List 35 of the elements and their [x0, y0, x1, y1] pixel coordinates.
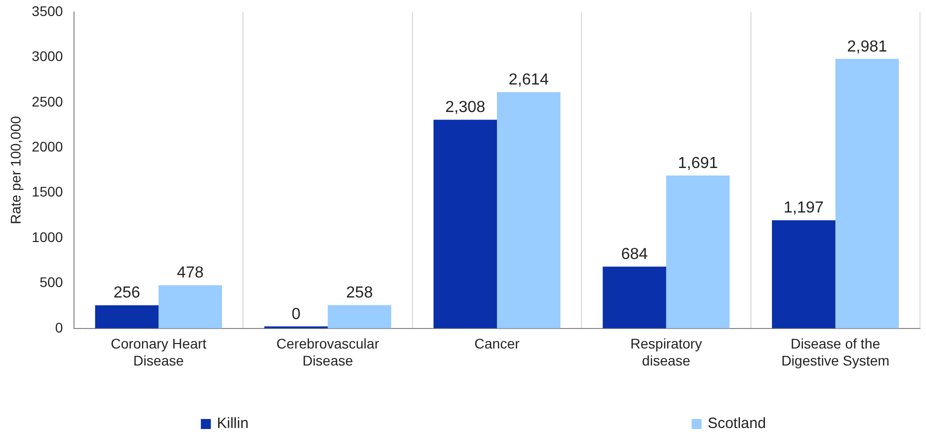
- y-tick-label: 1500: [32, 184, 64, 200]
- x-tick-label: Respiratory disease: [630, 336, 702, 368]
- y-tick-label: 1000: [32, 228, 64, 245]
- y-axis-title: Rate per 100,000: [7, 116, 24, 224]
- data-label: 2,614: [508, 72, 549, 88]
- data-label: 258: [346, 284, 373, 302]
- bar: [835, 58, 899, 328]
- bar: [158, 285, 222, 328]
- legend-label: Scotland: [708, 415, 766, 432]
- data-label: 256: [113, 284, 140, 302]
- bar: [434, 120, 497, 328]
- data-label: 2,981: [847, 38, 888, 56]
- y-tick-label: 0: [55, 319, 64, 336]
- data-label: 1,691: [678, 154, 718, 172]
- x-tick-label: Coronary Heart Disease: [110, 336, 207, 368]
- bar: [496, 92, 560, 328]
- data-label: 0: [292, 306, 301, 323]
- x-tick-label: Cancer: [474, 336, 520, 352]
- y-tick-label: 2500: [32, 93, 64, 110]
- bar: [602, 266, 666, 328]
- bar: [95, 305, 159, 328]
- x-tick-label: Disease of the Digestive System: [781, 336, 890, 368]
- data-label: 478: [176, 264, 204, 282]
- y-tick-label: 2000: [32, 138, 64, 154]
- y-tick-label: 500: [40, 274, 64, 290]
- legend-label: Killin: [216, 415, 249, 432]
- x-tick-label: Cerebrovascular Disease: [276, 336, 380, 368]
- bar: [328, 305, 392, 328]
- y-tick-label: 3500: [32, 2, 64, 19]
- data-label: 2,308: [445, 99, 486, 116]
- y-tick-label: 3000: [32, 48, 64, 64]
- data-label: 1,197: [784, 200, 824, 217]
- bar: [772, 220, 836, 328]
- bar: [666, 176, 730, 328]
- data-label: 684: [621, 246, 648, 263]
